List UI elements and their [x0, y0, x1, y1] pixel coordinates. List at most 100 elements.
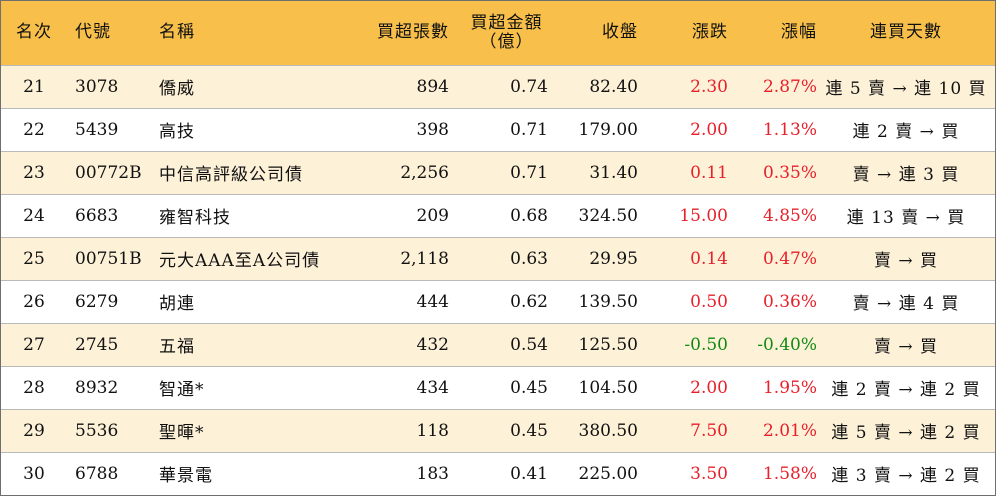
name-cell: 聖暉*	[159, 423, 205, 443]
net-buy-lots-cell: 432	[416, 334, 449, 355]
close-price-cell: 380.50	[578, 420, 638, 441]
change-pct-cell: 4.85%	[762, 205, 817, 226]
header-net-buy-amount-line1: 買超金額	[470, 12, 543, 33]
streak-cell: 賣 → 買	[873, 337, 939, 357]
change-pct-cell: 1.58%	[762, 463, 817, 484]
net-buy-amount-cell: 0.41	[510, 463, 548, 484]
net-buy-lots-cell: 398	[416, 119, 449, 140]
header-change: 漲跌	[692, 22, 728, 43]
change-cell: 0.50	[690, 291, 728, 312]
change-cell: 7.50	[690, 420, 728, 441]
name-cell: 五福	[159, 337, 195, 357]
net-buy-amount-cell: 0.74	[510, 76, 548, 97]
close-price-cell: 139.50	[578, 291, 638, 312]
table-row: 26 6279 胡連 444 0.62 139.50 0.50 0.36% 賣 → 連 4 買	[1, 280, 995, 323]
table-row: 25 00751B 元大AAA至A公司債 2,118 0.63 29.95 0.14 0.47…	[1, 237, 995, 280]
change-cell: 0.14	[690, 248, 728, 269]
rank-cell: 26	[23, 291, 45, 312]
name-cell: 胡連	[159, 294, 195, 314]
net-buy-lots-cell: 434	[416, 377, 449, 398]
table-row: 30 6788 華景電 183 0.41 225.00 3.50 1.58% 連 3 賣 → 連…	[1, 452, 995, 495]
rank-cell: 22	[23, 119, 45, 140]
close-price-cell: 31.40	[589, 162, 638, 183]
name-cell: 高技	[159, 122, 195, 142]
code-cell: 6683	[75, 205, 119, 226]
close-price-cell: 125.50	[578, 334, 638, 355]
header-name: 名稱	[159, 22, 195, 43]
header-net-buy-lots: 買超張數	[377, 22, 449, 43]
rank-cell: 29	[23, 420, 45, 441]
net-buy-lots-cell: 2,118	[400, 248, 449, 269]
change-cell: 0.11	[690, 162, 728, 183]
change-pct-cell: 0.35%	[762, 162, 817, 183]
code-cell: 8932	[75, 377, 119, 398]
net-buy-amount-cell: 0.71	[510, 119, 548, 140]
code-cell: 00751B	[75, 248, 142, 269]
table-row: 23 00772B 中信高評級公司債 2,256 0.71 31.40 0.11 0.35% 賣…	[1, 151, 995, 194]
change-pct-cell: 1.13%	[762, 119, 817, 140]
rank-cell: 30	[23, 463, 45, 484]
change-cell: 3.50	[690, 463, 728, 484]
net-buy-lots-cell: 2,256	[400, 162, 449, 183]
streak-cell: 賣 → 買	[873, 251, 939, 271]
name-cell: 華景電	[159, 466, 213, 487]
change-pct-cell: -0.40%	[757, 334, 817, 355]
close-price-cell: 225.00	[578, 463, 638, 484]
streak-cell: 連 13 賣 → 買	[846, 208, 966, 228]
header-net-buy-amount: 買超金額 （億）	[449, 1, 548, 65]
header-code: 代號	[75, 22, 111, 43]
table-row: 28 8932 智通* 434 0.45 104.50 2.00 1.95% 連 2 賣 → 連…	[1, 366, 995, 409]
change-cell: 2.00	[690, 377, 728, 398]
close-price-cell: 104.50	[578, 377, 638, 398]
table-row: 29 5536 聖暉* 118 0.45 380.50 7.50 2.01% 連 5 賣 → 連…	[1, 409, 995, 452]
streak-cell: 連 5 賣 → 連 2 買	[831, 423, 981, 443]
code-cell: 00772B	[75, 162, 142, 183]
streak-cell: 連 2 賣 → 連 2 買	[831, 380, 981, 400]
name-cell: 僑威	[159, 79, 195, 99]
change-pct-cell: 2.87%	[762, 76, 817, 97]
net-buy-amount-cell: 0.71	[510, 162, 548, 183]
header-net-buy-amount-line2: （億）	[479, 31, 534, 52]
net-buy-amount-cell: 0.68	[510, 205, 548, 226]
streak-cell: 連 3 賣 → 連 2 買	[831, 466, 981, 487]
change-pct-cell: 0.36%	[762, 291, 817, 312]
change-cell: 2.00	[690, 119, 728, 140]
net-buy-amount-cell: 0.45	[510, 377, 548, 398]
streak-cell: 賣 → 連 3 買	[852, 165, 960, 185]
name-cell: 中信高評級公司債	[159, 165, 303, 185]
code-cell: 6279	[75, 291, 119, 312]
header-streak: 連買天數	[870, 22, 942, 43]
rank-cell: 23	[23, 162, 45, 183]
code-cell: 2745	[75, 334, 119, 355]
header-change-pct: 漲幅	[781, 22, 817, 43]
change-cell: -0.50	[684, 334, 728, 355]
net-buy-lots-cell: 183	[416, 463, 449, 484]
table-row: 21 3078 僑威 894 0.74 82.40 2.30 2.87% 連 5 賣 → 連 1…	[1, 65, 995, 108]
change-cell: 2.30	[690, 76, 728, 97]
name-cell: 元大AAA至A公司債	[159, 251, 321, 271]
change-pct-cell: 0.47%	[762, 248, 817, 269]
rank-cell: 28	[23, 377, 45, 398]
change-pct-cell: 1.95%	[762, 377, 817, 398]
net-buy-lots-cell: 209	[416, 205, 449, 226]
header-rank: 名次	[16, 22, 52, 43]
code-cell: 5536	[75, 420, 119, 441]
code-cell: 6788	[75, 463, 119, 484]
table-header-row: 名次 代號 名稱 買超張數 買超金額 （億） 收盤 漲跌 漲幅 連買天數	[1, 1, 995, 65]
net-buy-lots-cell: 444	[416, 291, 449, 312]
name-cell: 智通*	[159, 380, 205, 400]
net-buy-amount-cell: 0.63	[510, 248, 548, 269]
rank-cell: 27	[23, 334, 45, 355]
table-row: 22 5439 高技 398 0.71 179.00 2.00 1.13% 連 2 賣 → 買	[1, 108, 995, 151]
net-buy-amount-cell: 0.62	[510, 291, 548, 312]
net-buy-amount-cell: 0.45	[510, 420, 548, 441]
streak-cell: 連 5 賣 → 連 10 買	[825, 79, 987, 99]
net-buy-amount-cell: 0.54	[510, 334, 548, 355]
close-price-cell: 82.40	[589, 76, 638, 97]
rank-cell: 21	[23, 76, 45, 97]
change-pct-cell: 2.01%	[762, 420, 817, 441]
table-row: 27 2745 五福 432 0.54 125.50 -0.50 -0.40% 賣 → 買	[1, 323, 995, 366]
rank-cell: 24	[23, 205, 45, 226]
streak-cell: 連 2 賣 → 買	[852, 122, 960, 142]
